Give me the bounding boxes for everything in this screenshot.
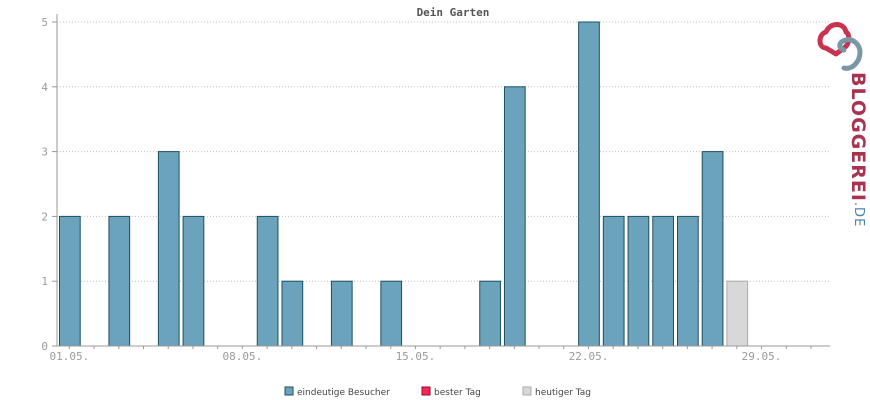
bars bbox=[59, 21, 749, 347]
chart-title: Dein Garten bbox=[417, 6, 490, 19]
bar bbox=[108, 215, 131, 347]
legend: eindeutige Besucher bester Tag heutiger Ta… bbox=[284, 386, 591, 398]
legend-label: eindeutige Besucher bbox=[297, 388, 390, 398]
bar bbox=[330, 280, 353, 347]
y-tick-label: 4 bbox=[41, 81, 48, 94]
bar bbox=[59, 215, 81, 347]
logo-wordmark: BLOGGEREI.DE bbox=[847, 72, 869, 227]
x-tick-label: 22.05. bbox=[569, 350, 609, 363]
bar bbox=[182, 215, 205, 347]
bloggerei-logo-icon bbox=[817, 22, 863, 71]
bar bbox=[677, 215, 699, 347]
logo-tld: .DE bbox=[851, 201, 866, 228]
legend-swatch bbox=[421, 386, 431, 396]
bar bbox=[652, 215, 675, 347]
bar bbox=[281, 280, 304, 347]
bar bbox=[701, 151, 724, 347]
bar bbox=[627, 215, 650, 347]
bar bbox=[256, 215, 279, 347]
bar bbox=[157, 151, 180, 347]
bar bbox=[503, 86, 526, 347]
bar bbox=[479, 280, 501, 347]
legend-swatch bbox=[522, 386, 532, 396]
y-tick-label: 5 bbox=[41, 16, 48, 29]
y-tick-label: 2 bbox=[41, 210, 48, 223]
legend-swatch bbox=[284, 386, 294, 396]
logo-name: BLOGGEREI bbox=[847, 72, 869, 202]
bar bbox=[578, 21, 600, 347]
x-tick-label: 08.05. bbox=[223, 350, 263, 363]
x-tick-label: 01.05. bbox=[49, 350, 89, 363]
bar bbox=[602, 215, 625, 347]
legend-label: bester Tag bbox=[434, 388, 481, 398]
legend-label: heutiger Tag bbox=[535, 388, 591, 398]
y-tick-label: 3 bbox=[41, 146, 48, 159]
x-tick-label: 15.05. bbox=[396, 350, 436, 363]
bar bbox=[380, 280, 403, 347]
x-tick-label: 29.05. bbox=[742, 350, 782, 363]
bar-today bbox=[726, 280, 749, 347]
axes: 0 1 2 3 4 5 01.05. 08.05. 15.05. 22.05. 29.05. bbox=[41, 14, 830, 363]
y-tick-label: 1 bbox=[41, 275, 48, 288]
y-tick-label: 0 bbox=[41, 340, 48, 353]
